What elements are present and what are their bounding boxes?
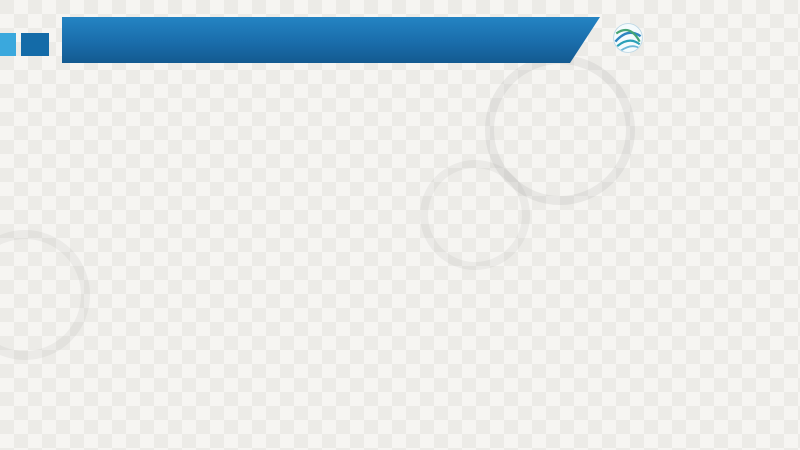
watermark-text [18, 0, 743, 450]
watermark-circle [420, 160, 530, 270]
header-accent-dark [21, 33, 49, 56]
header-accent-light [0, 33, 16, 56]
org-logo [610, 20, 654, 56]
globe-icon [613, 23, 643, 53]
watermark-circle [0, 230, 90, 360]
watermark-circle [485, 55, 635, 205]
title-banner [62, 17, 600, 63]
